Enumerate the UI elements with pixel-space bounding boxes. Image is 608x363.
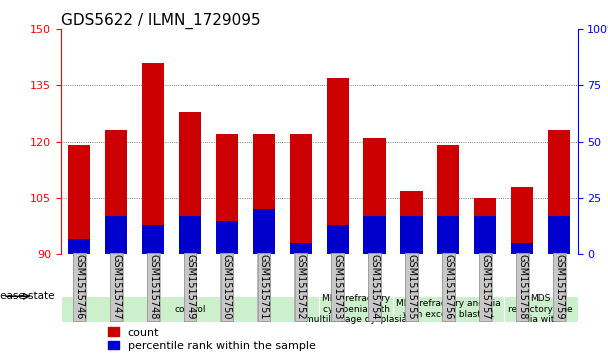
Text: GSM1515750: GSM1515750	[222, 254, 232, 320]
Bar	[289, 243, 312, 254]
Text: GSM1515751: GSM1515751	[259, 254, 269, 320]
Bar	[68, 238, 91, 254]
Text: GSM1515758: GSM1515758	[517, 254, 527, 320]
Text: GDS5622 / ILMN_1729095: GDS5622 / ILMN_1729095	[61, 13, 260, 29]
Bar	[474, 216, 496, 254]
Bar	[474, 198, 496, 254]
Text: GSM1515757: GSM1515757	[480, 254, 490, 320]
Text: GSM1515746: GSM1515746	[74, 254, 85, 320]
Bar	[105, 216, 127, 254]
Bar	[437, 146, 460, 254]
Text: GSM1515756: GSM1515756	[443, 254, 454, 320]
Bar	[216, 134, 238, 254]
Text: GSM1515759: GSM1515759	[554, 254, 564, 320]
Text: GSM1515747: GSM1515747	[111, 254, 121, 320]
Bar	[326, 225, 349, 254]
Bar	[401, 216, 423, 254]
Legend: count, percentile rank within the sample: count, percentile rank within the sample	[108, 327, 316, 351]
Text: GSM1515748: GSM1515748	[148, 254, 158, 320]
Bar	[142, 63, 164, 254]
Text: MDS refractory
cytopenia with
multilineage dysplasia: MDS refractory cytopenia with multilinea…	[305, 294, 407, 324]
Bar	[179, 112, 201, 254]
Text: MDS
refractory ane
mia with: MDS refractory ane mia with	[508, 294, 573, 324]
Bar	[548, 130, 570, 254]
Text: GSM1515749: GSM1515749	[185, 254, 195, 320]
Bar	[364, 216, 385, 254]
Bar	[253, 209, 275, 254]
Text: GSM1515755: GSM1515755	[407, 254, 416, 320]
Text: control: control	[174, 305, 206, 314]
Bar	[289, 134, 312, 254]
FancyBboxPatch shape	[393, 296, 504, 322]
Bar	[437, 216, 460, 254]
Text: GSM1515758: GSM1515758	[517, 254, 527, 320]
Text: GSM1515747: GSM1515747	[111, 254, 121, 320]
Bar	[68, 146, 91, 254]
Text: GSM1515752: GSM1515752	[295, 254, 306, 320]
Bar	[216, 221, 238, 254]
Text: GSM1515754: GSM1515754	[370, 254, 379, 320]
Bar	[511, 243, 533, 254]
Text: GSM1515753: GSM1515753	[333, 254, 343, 320]
Bar	[364, 138, 385, 254]
FancyBboxPatch shape	[61, 296, 319, 322]
Bar	[511, 187, 533, 254]
Text: MDS refractory anemia
with excess blasts-1: MDS refractory anemia with excess blasts…	[396, 299, 501, 319]
Bar	[179, 216, 201, 254]
Text: GSM1515755: GSM1515755	[407, 254, 416, 320]
Text: disease state: disease state	[0, 291, 55, 301]
Text: GSM1515756: GSM1515756	[443, 254, 454, 320]
Text: GSM1515757: GSM1515757	[480, 254, 490, 320]
Bar	[105, 130, 127, 254]
Text: GSM1515753: GSM1515753	[333, 254, 343, 320]
Text: GSM1515759: GSM1515759	[554, 254, 564, 320]
Text: GSM1515750: GSM1515750	[222, 254, 232, 320]
Bar	[401, 191, 423, 254]
Bar	[142, 225, 164, 254]
Text: GSM1515746: GSM1515746	[74, 254, 85, 320]
Bar	[253, 134, 275, 254]
Text: GSM1515749: GSM1515749	[185, 254, 195, 320]
Text: GSM1515754: GSM1515754	[370, 254, 379, 320]
FancyBboxPatch shape	[504, 296, 578, 322]
FancyBboxPatch shape	[319, 296, 393, 322]
Text: GSM1515752: GSM1515752	[295, 254, 306, 320]
Text: GSM1515748: GSM1515748	[148, 254, 158, 320]
Bar	[326, 78, 349, 254]
Bar	[548, 216, 570, 254]
Text: GSM1515751: GSM1515751	[259, 254, 269, 320]
